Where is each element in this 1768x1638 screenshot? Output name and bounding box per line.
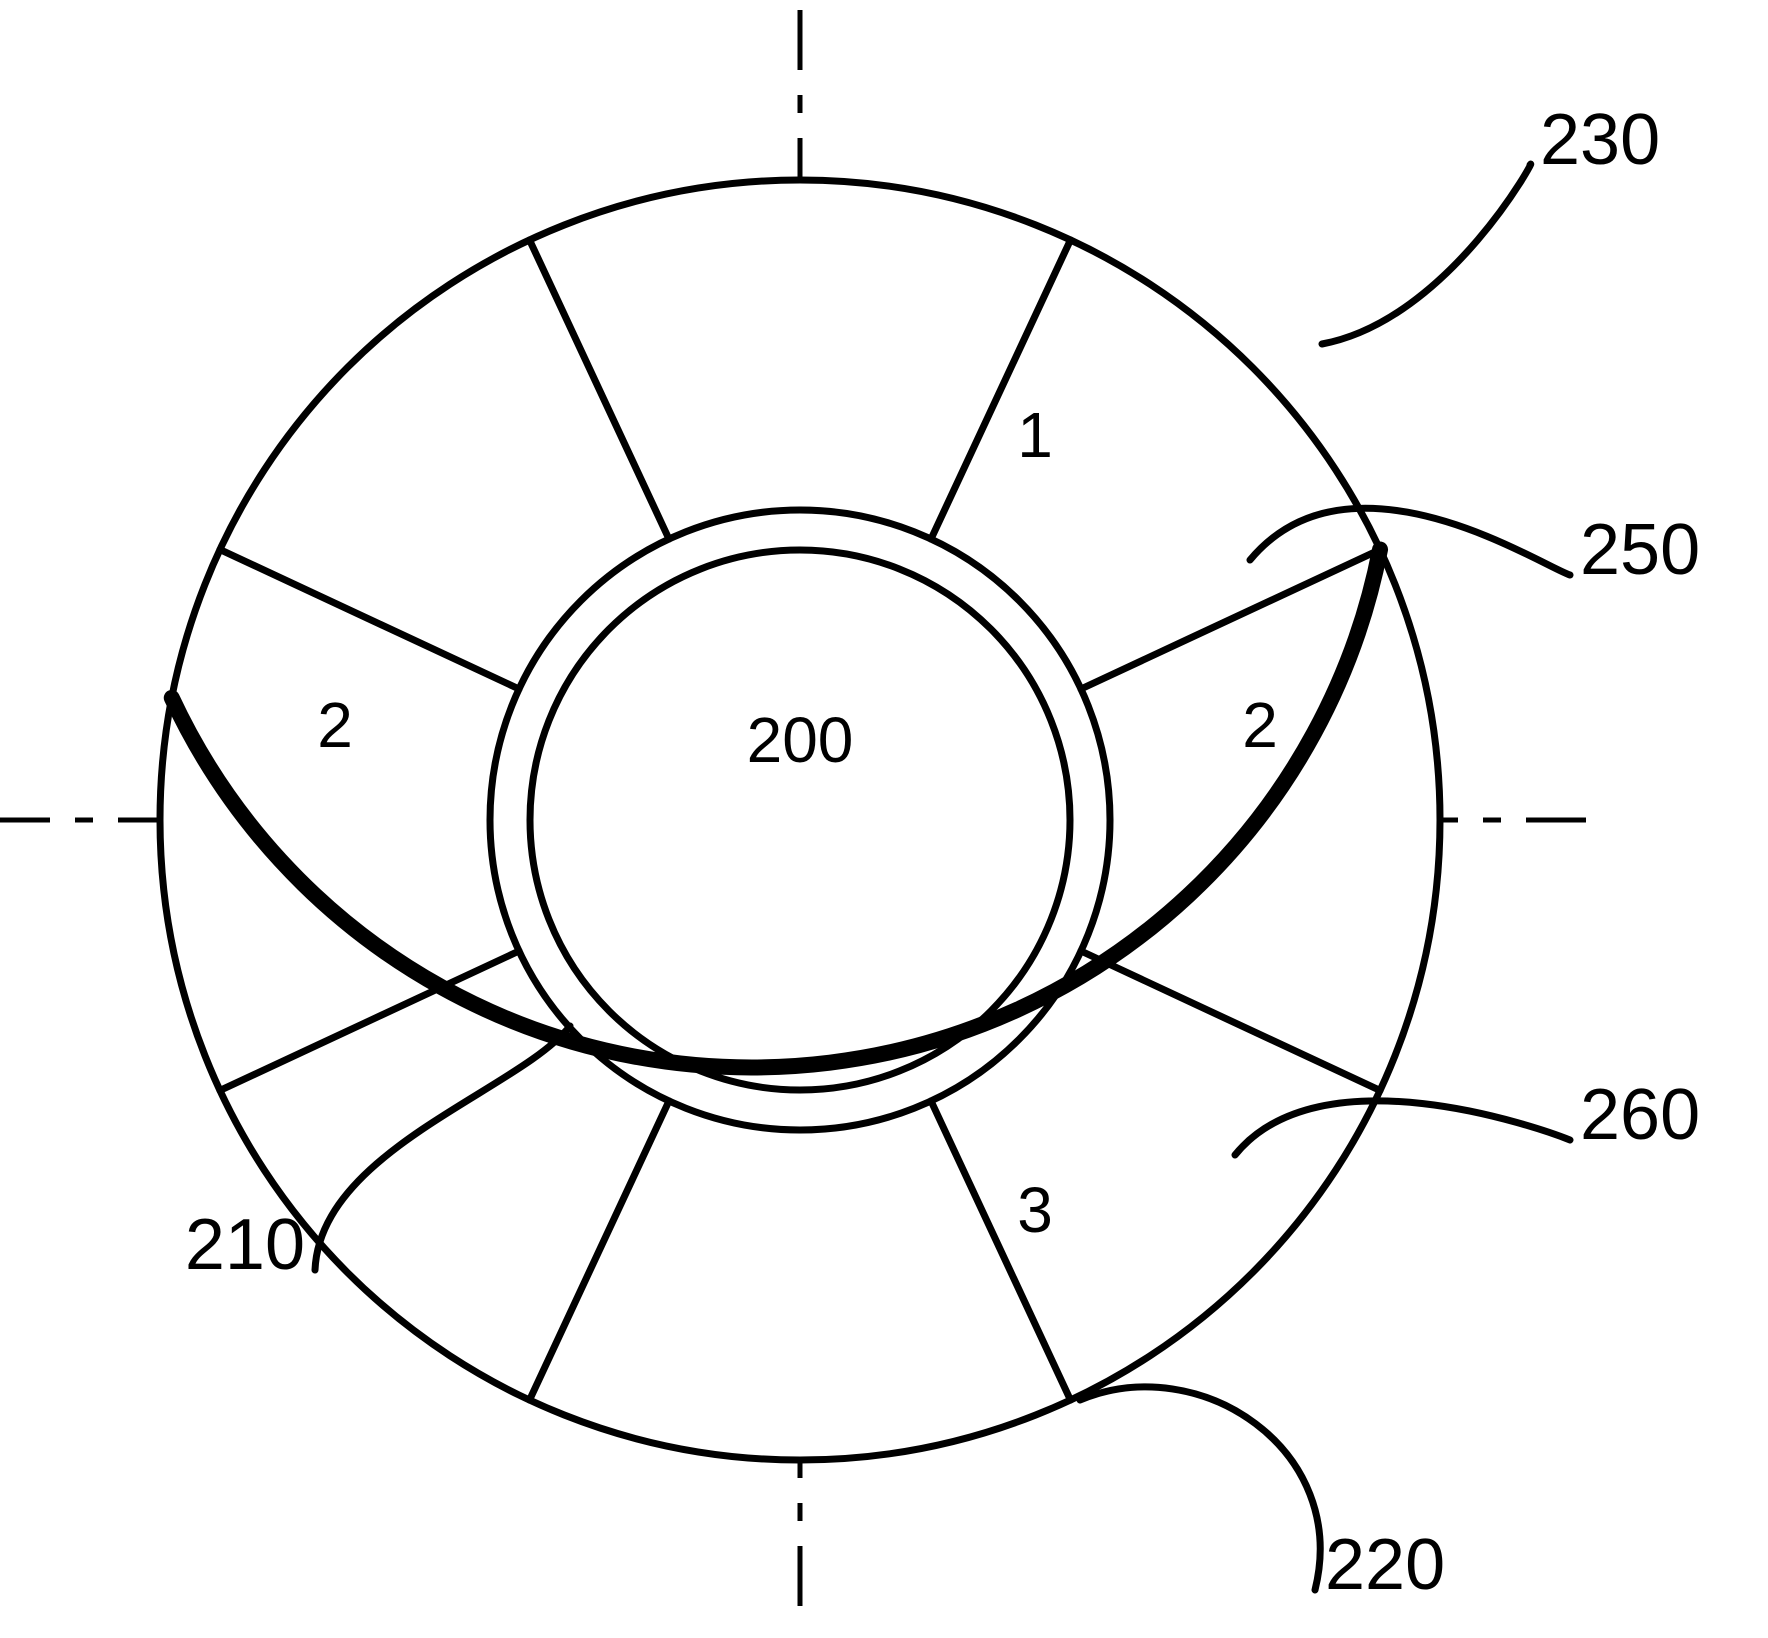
- leader-line: [1080, 1387, 1320, 1590]
- sector-label: 1: [1017, 399, 1053, 471]
- callout-label: 210: [185, 1205, 305, 1285]
- callout-label: 230: [1540, 100, 1660, 180]
- sector-label: 2: [1242, 689, 1278, 761]
- callout-label: 260: [1580, 1075, 1700, 1155]
- sector-label: 3: [1017, 1174, 1053, 1246]
- patent-diagram: 1 2 2 3 200 230 250 260 220 210: [0, 0, 1768, 1638]
- sector-label: 200: [747, 704, 854, 776]
- leader-line: [1322, 164, 1531, 344]
- callout-label: 250: [1580, 510, 1700, 590]
- sector-label: 2: [317, 689, 353, 761]
- callout-label: 220: [1325, 1525, 1445, 1605]
